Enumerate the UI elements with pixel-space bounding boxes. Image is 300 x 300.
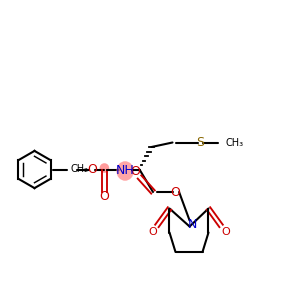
Text: O: O (130, 165, 140, 178)
Ellipse shape (100, 163, 109, 173)
Text: S: S (196, 136, 204, 149)
Text: CH₂: CH₂ (70, 164, 88, 174)
Text: CH₃: CH₃ (225, 137, 243, 148)
Text: O: O (221, 227, 230, 237)
Text: O: O (100, 190, 109, 203)
Text: O: O (171, 185, 180, 199)
Text: O: O (87, 163, 97, 176)
Text: NH: NH (116, 164, 134, 178)
Text: O: O (148, 227, 157, 237)
Text: N: N (188, 218, 197, 232)
Ellipse shape (116, 161, 134, 181)
